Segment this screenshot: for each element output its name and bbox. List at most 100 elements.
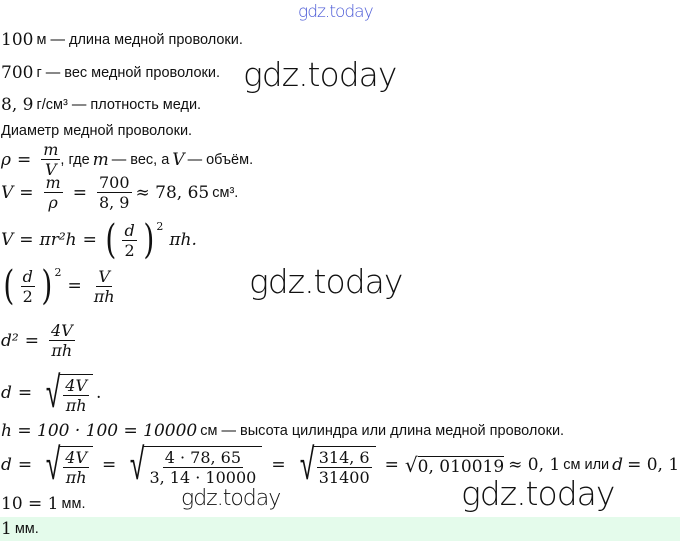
math: h = 100 · 100 = 10000	[1, 421, 198, 441]
denominator: 2	[124, 240, 135, 260]
text: см³.	[212, 184, 239, 201]
line-length: 100 м — длина медной проволоки.	[1, 30, 246, 50]
text: — вес, а	[111, 151, 170, 168]
text: Диаметр медной проволоки.	[1, 123, 193, 139]
square-root: √ 4V πh	[41, 370, 94, 416]
math: V	[1, 182, 14, 203]
math: 10 = 1	[1, 494, 59, 514]
fraction: 4V πh	[63, 448, 90, 487]
math: =	[102, 455, 117, 475]
numerator: 4V	[48, 321, 75, 341]
denominator: ρ	[48, 193, 58, 212]
watermark-top: gdz.today	[298, 2, 374, 22]
text: — объём.	[187, 151, 254, 168]
denominator: πh	[65, 468, 87, 487]
paren: (	[3, 263, 15, 309]
math: m	[92, 149, 109, 170]
math: =	[17, 383, 33, 403]
math: d	[1, 455, 12, 475]
text: см или	[563, 457, 610, 473]
line-d: d = √ 4V πh.	[1, 370, 101, 416]
math: ≈ 0, 1	[508, 455, 561, 475]
math: = 0, 1 ·	[627, 455, 680, 475]
line-calculation: d = √ 4V πh = √ 4 · 78, 65 3, 14 · 10000 = √ 3…	[1, 442, 680, 488]
math: =	[384, 455, 399, 475]
line-cylinder: V = πr²h = (d 2) 2 πh.	[1, 220, 197, 260]
paren: )	[143, 217, 154, 263]
fraction: 4V πh	[63, 376, 90, 415]
fraction: 4V πh	[48, 321, 75, 360]
math: πh.	[169, 230, 197, 250]
denominator: 31400	[318, 468, 370, 487]
line-d-squared: d² = 4V πh	[1, 321, 79, 360]
watermark: gdz.today	[249, 262, 403, 301]
text: г/см³ — плотность меди.	[36, 97, 202, 113]
math: d²	[1, 330, 19, 351]
math: V	[172, 149, 185, 170]
text: г — вес медной проволоки.	[36, 65, 220, 81]
exponent: 2	[156, 220, 164, 233]
numerator: d	[122, 220, 137, 241]
denominator: πh	[65, 396, 87, 415]
math: 700	[1, 63, 34, 83]
exponent: 2	[54, 266, 62, 279]
square-root: √ 4V πh	[41, 442, 94, 488]
numerator: 4V	[63, 448, 90, 468]
paren: (	[105, 217, 117, 263]
answer-box: 1 мм.	[0, 517, 680, 541]
text: см — высота цилиндра или длина медной пр…	[200, 423, 565, 439]
math: 8, 9	[1, 95, 34, 115]
fraction: 700 8, 9	[96, 173, 132, 212]
denominator: πh	[51, 341, 73, 360]
math: 100	[1, 30, 34, 50]
fraction: 4 · 78, 65 3, 14 · 10000	[147, 448, 258, 487]
text: мм.	[61, 496, 86, 512]
numerator: 314, 6	[316, 448, 372, 468]
math: =	[271, 455, 286, 475]
denominator: 8, 9	[98, 193, 130, 212]
math: V	[1, 230, 14, 250]
numerator: 4 · 78, 65	[162, 448, 244, 468]
text: мм.	[14, 521, 39, 537]
text: м — длина медной проволоки.	[36, 32, 243, 48]
line-conversion: 10 = 1 мм.	[1, 494, 88, 514]
math: =	[19, 182, 34, 203]
paren: )	[41, 263, 53, 309]
denominator: V	[45, 160, 57, 179]
line-weight: 700 г — вес медной проволоки.	[1, 63, 223, 83]
text: , где	[60, 151, 90, 168]
line-height: h = 100 · 100 = 10000 см — высота цилиндр…	[1, 421, 567, 441]
watermark: gdz.today	[181, 486, 281, 511]
math: =	[19, 230, 34, 250]
math: ≈ 78, 65	[135, 182, 210, 203]
numerator: m	[43, 173, 63, 193]
line-density: 8, 9 г/см³ — плотность меди.	[1, 95, 204, 115]
denominator: πh	[93, 286, 115, 306]
denominator: 3, 14 · 10000	[149, 468, 257, 487]
math: 0, 010019	[417, 455, 505, 477]
square-root: √ 4 · 78, 65 3, 14 · 10000	[125, 442, 263, 488]
math: .	[96, 383, 102, 403]
watermark: gdz.today	[243, 55, 397, 94]
denominator: 2	[22, 286, 33, 306]
math: =	[17, 455, 33, 475]
numerator: d	[20, 266, 35, 287]
numerator: 700	[96, 173, 132, 193]
fraction: 314, 6 31400	[316, 448, 372, 487]
square-root: √ 314, 6 31400	[295, 442, 376, 488]
math: πr²h	[39, 230, 77, 250]
line-heading: Диаметр медной проволоки.	[1, 123, 192, 139]
math: d	[612, 455, 624, 475]
math: =	[72, 182, 87, 203]
watermark: gdz.today	[461, 474, 615, 513]
numerator: V	[96, 266, 112, 287]
